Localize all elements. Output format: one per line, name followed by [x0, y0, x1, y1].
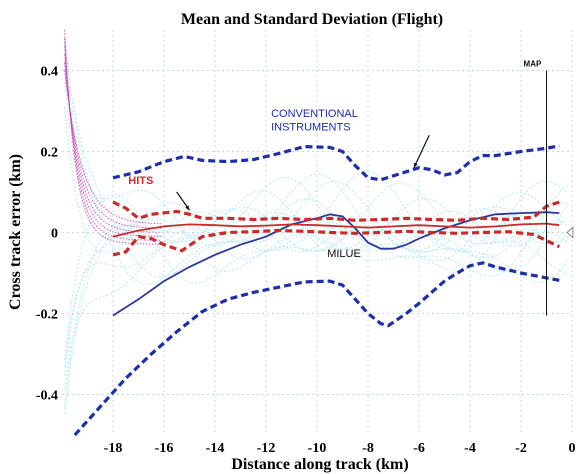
x-tick-label: -10 [308, 441, 327, 456]
tick-labels: -18 -16 -14 -12 -10 -8 -6 -4 -2 0 -0.4 -0.2 0 0.2 0.4 [36, 65, 576, 457]
y-tick-label: 0.2 [41, 146, 59, 161]
background-spike-trace [64, 70, 162, 225]
series-line-milue [112, 211, 560, 317]
series-line-conventional-instruments [73, 261, 560, 437]
x-tick-label: -12 [257, 441, 276, 456]
x-tick-label: -14 [206, 441, 225, 456]
end-marker-icon [566, 226, 574, 239]
background-spike-trace [64, 38, 162, 241]
x-tick-label: -2 [515, 441, 527, 456]
annotation-map: MAP [524, 59, 542, 68]
x-tick-label: -18 [104, 441, 123, 456]
y-tick-label: 0.4 [41, 65, 59, 80]
y-tick-label: -0.4 [36, 389, 58, 404]
series-line-hits [112, 200, 560, 222]
background-trace [64, 69, 569, 252]
series-line-hits [112, 228, 560, 257]
x-tick-label: -8 [362, 441, 374, 456]
background-trace [64, 81, 569, 251]
x-tick-label: -16 [155, 441, 174, 456]
background-trace [64, 38, 569, 286]
background-trace [64, 198, 569, 367]
y-tick-label: -0.2 [36, 308, 58, 323]
y-tick-label: 0 [51, 227, 58, 242]
x-tick-label: -4 [464, 441, 476, 456]
background-trace [64, 197, 569, 376]
background-spike-trace [64, 29, 162, 245]
background-spike-trace [64, 62, 162, 229]
annotation-instruments: INSTRUMENTS [271, 121, 350, 133]
background-trace [64, 63, 569, 276]
background-traces [64, 29, 569, 415]
y-axis-label: Cross track error (km) [7, 154, 24, 310]
annotation-hits: HITS [128, 175, 153, 187]
background-trace [64, 42, 569, 279]
grid [62, 30, 573, 435]
x-tick-label: -6 [413, 441, 425, 456]
annotation-milue: MILUE [327, 248, 361, 260]
hits-arrow-head [185, 205, 190, 211]
series-line-hits [112, 222, 560, 238]
x-axis-label: Distance along track (km) [231, 456, 408, 473]
conventional-arrow [413, 135, 430, 168]
annotation-conventional: CONVENTIONAL [271, 108, 358, 120]
series-layer [73, 70, 574, 437]
x-tick-label: 0 [569, 441, 576, 456]
background-trace [64, 208, 569, 409]
background-trace [64, 176, 569, 388]
chart-title: Mean and Standard Deviation (Flight) [181, 11, 443, 28]
conventional-arrow-head [413, 162, 418, 168]
series-line-conventional-instruments [112, 144, 560, 182]
